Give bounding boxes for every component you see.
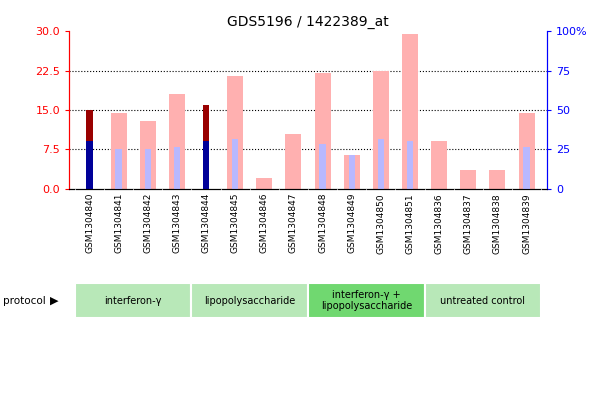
Text: GSM1304844: GSM1304844 <box>201 193 210 253</box>
Bar <box>308 283 424 318</box>
Bar <box>519 113 534 189</box>
Bar <box>115 149 122 189</box>
Text: GSM1304843: GSM1304843 <box>172 193 182 253</box>
Text: lipopolysaccharide: lipopolysaccharide <box>204 296 295 306</box>
Bar <box>203 105 209 189</box>
Bar <box>87 110 93 189</box>
Bar <box>402 34 418 189</box>
Bar <box>111 113 127 189</box>
Bar <box>87 141 93 189</box>
Text: interferon-γ: interferon-γ <box>105 296 162 306</box>
Bar <box>314 73 331 189</box>
Text: GSM1304842: GSM1304842 <box>143 193 152 253</box>
Text: GSM1304849: GSM1304849 <box>347 193 356 253</box>
Text: GSM1304838: GSM1304838 <box>493 193 502 253</box>
Bar <box>256 178 272 189</box>
Bar <box>227 76 243 189</box>
Text: GSM1304839: GSM1304839 <box>522 193 531 253</box>
Bar <box>285 134 302 189</box>
Text: GSM1304848: GSM1304848 <box>318 193 327 253</box>
Bar <box>523 147 529 189</box>
Text: GSM1304846: GSM1304846 <box>260 193 269 253</box>
Text: protocol: protocol <box>3 296 46 306</box>
Bar <box>174 147 180 189</box>
Text: interferon-γ +
lipopolysaccharide: interferon-γ + lipopolysaccharide <box>321 290 412 311</box>
Bar <box>460 170 476 189</box>
Bar <box>232 139 239 189</box>
Bar <box>377 139 384 189</box>
Bar <box>319 144 326 189</box>
Bar <box>373 71 389 189</box>
Bar <box>140 121 156 189</box>
Bar <box>75 283 192 318</box>
Bar <box>344 154 360 189</box>
Text: untreated control: untreated control <box>441 296 525 306</box>
Text: GSM1304840: GSM1304840 <box>85 193 94 253</box>
Text: GSM1304851: GSM1304851 <box>406 193 415 253</box>
Text: GSM1304847: GSM1304847 <box>289 193 298 253</box>
Bar <box>192 283 308 318</box>
Text: GSM1304837: GSM1304837 <box>464 193 473 253</box>
Text: GSM1304845: GSM1304845 <box>231 193 240 253</box>
Text: ▶: ▶ <box>50 296 58 306</box>
Text: GSM1304850: GSM1304850 <box>376 193 385 253</box>
Bar <box>169 94 185 189</box>
Title: GDS5196 / 1422389_at: GDS5196 / 1422389_at <box>227 15 389 29</box>
Bar <box>203 141 209 189</box>
Text: GSM1304841: GSM1304841 <box>114 193 123 253</box>
Bar <box>349 154 355 189</box>
Bar <box>431 141 447 189</box>
Text: GSM1304836: GSM1304836 <box>435 193 444 253</box>
Bar <box>407 141 413 189</box>
Bar <box>145 149 151 189</box>
Bar <box>424 283 541 318</box>
Bar <box>489 170 505 189</box>
